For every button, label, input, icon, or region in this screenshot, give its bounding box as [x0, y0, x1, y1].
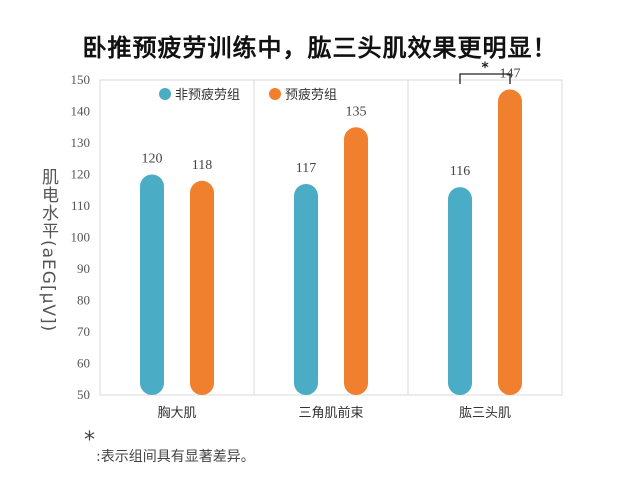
significance-marker: *: [459, 60, 511, 84]
footnote-star: *: [84, 428, 95, 453]
significance-bracket: [459, 73, 511, 84]
y-tick-label: 100: [71, 230, 91, 245]
x-category-label: 胸大肌: [157, 406, 196, 421]
y-tick-label: 110: [71, 198, 90, 213]
bar-pre-fatigue: [344, 127, 368, 395]
y-tick-label: 50: [77, 387, 90, 402]
y-tick-label: 140: [71, 104, 91, 119]
x-category-label: 三角肌前束: [298, 405, 363, 421]
chart-legend: 非预疲劳组 预疲劳组: [159, 87, 337, 103]
chart-labels: 50 60 70 80 90 100 110 120 130 140 150 胸大肌 三角肌前束 肱三头肌…: [71, 66, 521, 421]
y-axis-label: 肌电水平(aEG[μV]): [38, 168, 58, 333]
y-tick-label: 120: [71, 167, 91, 182]
legend-swatch: [159, 88, 171, 100]
legend-label: 预疲劳组: [285, 87, 337, 103]
legend-label: 非预疲劳组: [175, 87, 240, 103]
data-label: 116: [450, 164, 470, 179]
bar-non-fatigue: [448, 187, 472, 395]
chart-title: 卧推预疲劳训练中，肱三头肌效果更明显！: [82, 34, 558, 62]
data-label: 118: [192, 158, 212, 173]
y-tick-label: 150: [71, 72, 91, 87]
y-tick-label: 70: [77, 324, 90, 339]
y-tick-label: 80: [77, 293, 90, 308]
plot-frame: [99, 79, 563, 396]
y-tick-label: 90: [77, 261, 90, 276]
y-tick-label: 130: [71, 135, 91, 150]
data-label: 120: [142, 152, 163, 167]
chart-grid: [99, 79, 563, 396]
bar-pre-fatigue: [498, 89, 522, 395]
data-label: 117: [296, 161, 316, 176]
bar-non-fatigue: [140, 174, 164, 395]
bar-non-fatigue: [294, 183, 318, 395]
x-category-label: 肱三头肌: [459, 406, 511, 421]
chart-bars: [140, 89, 522, 395]
bar-pre-fatigue: [190, 180, 214, 395]
legend-swatch: [269, 88, 281, 100]
footnote-text: :表示组间具有显著差异。: [96, 449, 255, 465]
significance-star: *: [481, 60, 489, 76]
y-tick-label: 60: [77, 356, 90, 371]
data-label: 135: [346, 104, 367, 119]
